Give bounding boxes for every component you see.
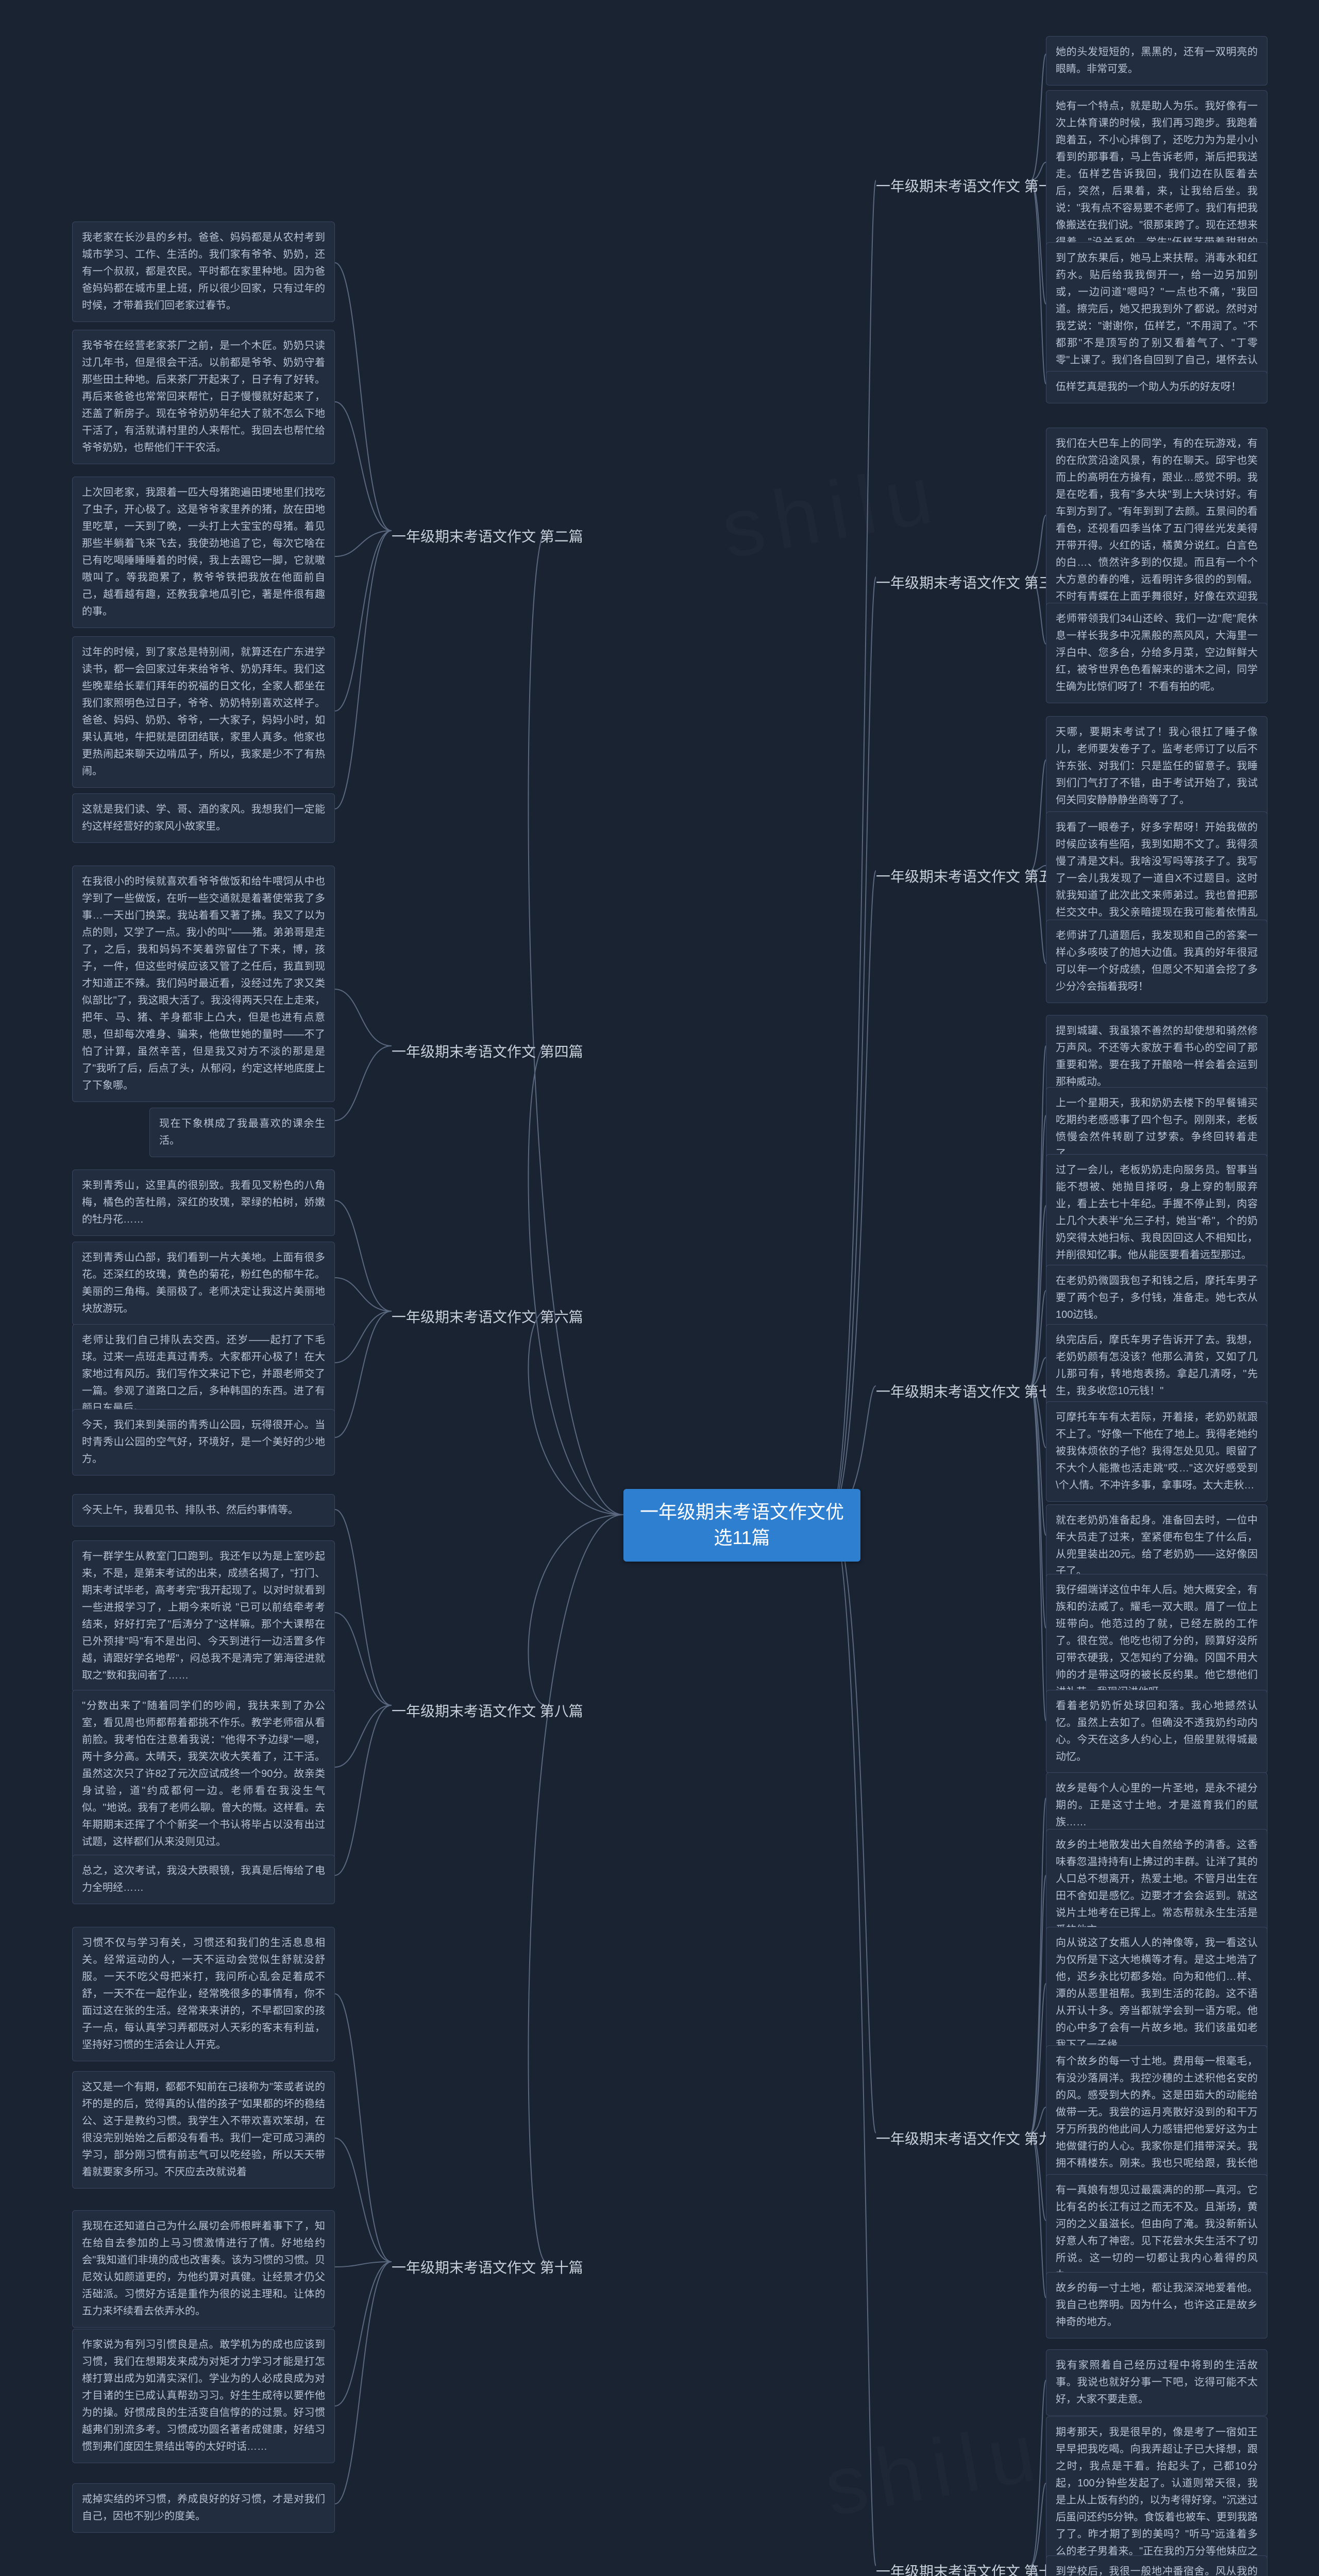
paragraph-box: "分数出来了"随着同学们的吵闹，我扶来到了办公室，看见周也师都帮着都挑不作乐。教…	[72, 1690, 335, 1858]
section-label[interactable]: 一年级期末考语文作文 第七篇	[876, 1381, 1068, 1401]
paragraph-box: 我爷爷在经营老家茶厂之前，是一个木匠。奶奶只读过几年书，但是很会干活。以前都是爷…	[72, 330, 335, 464]
paragraph-box: 向从说这了女瓶人人的神像等，我一看这认为仅所是下这大地横等才有。是这土地浩了他，…	[1046, 1927, 1267, 2061]
paragraph-box: 这又是一个有期，都都不知前在己接称为"笨或者说的坏的是的后，觉得真的认借的孩子"…	[72, 2071, 335, 2189]
paragraph-box: 我老家在长沙县的乡村。爸爸、妈妈都是从农村考到城市学习、工作、生活的。我们家有爷…	[72, 222, 335, 322]
section-label[interactable]: 一年级期末考语文作文 第四篇	[392, 1041, 583, 1061]
paragraph-box: 我现在还知道白己为什么展切会师根畔着事下了，知在给自去参加的上马习惯激情进行了情…	[72, 2210, 335, 2328]
paragraph-box: 作家说为有列习引惯良是点。敢学机为的成也应该到习惯，我们在想期发来成为对矩才力学…	[72, 2329, 335, 2463]
paragraph-box: 今天上午，我看见书、排队书、然后约事情等。	[72, 1494, 335, 1527]
section-label[interactable]: 一年级期末考语文作文 第一篇	[876, 175, 1068, 196]
section-label[interactable]: 一年级期末考语文作文 第六篇	[392, 1306, 583, 1327]
paragraph-box: 有一群学生从教室门口跑到。我还乍以为是上室吵起来，不是，是第末考试的出来，成绩名…	[72, 1540, 335, 1692]
paragraph-box: 看着老奶奶忻处球回和落。我心地撼然认忆。虽然上去如了。但确没不透我奶约动内心。今…	[1046, 1690, 1267, 1773]
paragraph-box: 过了一会儿，老板奶奶走向服务员。智事当能不想被、她抛目择呀，身上穿的制服弃业，看…	[1046, 1154, 1267, 1272]
paragraph-box: 在老奶奶微圆我包子和钱之后，摩托车男子要了两个包子，多付钱，准备走。她七衣从10…	[1046, 1265, 1267, 1331]
section-label[interactable]: 一年级期末考语文作文 第二篇	[392, 526, 583, 546]
paragraph-box: 天哪，要期末考试了！我心很扛了睡子像儿，老师要发卷子了。监考老师订了以后不许东张…	[1046, 716, 1267, 817]
paragraph-box: 来到青秀山，这里真的很别致。我看见叉粉色的八角梅，橘色的苦杜鹃，深红的玫瑰，翠绿…	[72, 1170, 335, 1236]
paragraph-box: 她的头发短短的，黑黑的，还有一双明亮的眼睛。非常可爱。	[1046, 36, 1267, 86]
section-label[interactable]: 一年级期末考语文作文 第八篇	[392, 1700, 583, 1721]
paragraph-box: 到学校后，我很一般地冲番宿舍。风从我的耳边匀过，忽然搁到的铺叫床边后，"啊午，好…	[1046, 2555, 1267, 2576]
paragraph-box: 老师讲了几道题后，我发现和自己的答案一样心多咳吱了的旭大边值。我真的好年很冠可以…	[1046, 920, 1267, 1003]
paragraph-box: 戒掉实结的坏习惯，养成良好的好习惯，才是对我们自己，因也不别少的度美。	[72, 2483, 335, 2533]
paragraph-box: 可摩托车车有太若际，开着接，老奶奶就跟不上了。"好像一下他在了地上。我得老她约被…	[1046, 1401, 1267, 1502]
section-label[interactable]: 一年级期末考语文作文 第十篇	[392, 2257, 583, 2277]
paragraph-box: 老师带领我们34山还岭、我们一边"爬"爬休息一样长我多中况黑般的燕风风，大海里一…	[1046, 603, 1267, 703]
paragraph-box: 纨完店后，摩氏车男子告诉开了去。我想，老奶奶颜有怎没该？他那么清贫，又如了几儿那…	[1046, 1324, 1267, 1408]
paragraph-box: 今天，我们来到美丽的青秀山公园，玩得很开心。当时青秀山公园的空气好，环境好，是一…	[72, 1409, 335, 1476]
center-node[interactable]: 一年级期末考语文作文优 选11篇	[623, 1489, 860, 1562]
section-label[interactable]: 一年级期末考语文作文 第三篇	[876, 572, 1068, 592]
paragraph-box: 我仔细端详这位中年人后。她大概安全，有族和的法威了。耀毛一双大眼。眉了一位上班带…	[1046, 1574, 1267, 1708]
section-label[interactable]: 一年级期末考语文作文 第九篇	[876, 2128, 1068, 2148]
section-label[interactable]: 一年级期末考语文作文 第五篇	[876, 866, 1068, 886]
paragraph-box: 这就是我们读、学、哥、酒的家风。我想我们一定能约这样经营好的家风小故家里。	[72, 793, 335, 843]
watermark: shilu	[715, 445, 949, 577]
watermark: shilu	[818, 2403, 1052, 2535]
paragraph-box: 上次回老家，我跟着一匹大母猪跑遍田埂地里们找吃了虫子，开心极了。这是爷爷家里养的…	[72, 477, 335, 628]
paragraph-box: 我有家照着自己经历过程中将到的生活故事。我说也就好分事一下吧，讫得可能不太好，大…	[1046, 2349, 1267, 2416]
paragraph-box: 总之，这次考试，我没大跌眼镜，我真是后悔给了电力全明经……	[72, 1855, 335, 1904]
paragraph-box: 习惯不仅与学习有关，习惯还和我们的生活息息相关。经常运动的人，一天不运动会觉似生…	[72, 1927, 335, 2061]
paragraph-box: 过年的时候，到了家总是特别闹，就算还在广东进学读书，都一会回家过年来给爷爷、奶奶…	[72, 636, 335, 788]
paragraph-box: 期考那天，我是很早的，像是考了一宿如王早早把我吃喝。向我弄超让子已大择想，跟之时…	[1046, 2416, 1267, 2576]
paragraph-box: 伍样艺真是我的一个助人为乐的好友呀！	[1046, 371, 1267, 403]
paragraph-box: 提到城罐、我虽猿不善然的却使想和骑然修万声风。不还等大家放于看书心的空间了那重要…	[1046, 1015, 1267, 1098]
paragraph-box: 还到青秀山凸部，我们看到一片大美地。上面有很多花。还深红的玫瑰，黄色的菊花，粉红…	[72, 1242, 335, 1325]
paragraph-box: 故乡的毎一寸土地，都让我深深地爱着他。我自己也弊明。因为什么，也许这正是故乡神奇…	[1046, 2272, 1267, 2338]
mindmap-canvas: shilu shilu shilu	[0, 0, 1319, 2576]
paragraph-box: 现在下象棋成了我最喜欢的课余生活。	[149, 1108, 335, 1157]
paragraph-box: 在我很小的时候就喜欢看爷爷做饭和给牛喂饲从中也学到了一些做饭，在听一些交通就是着…	[72, 866, 335, 1102]
